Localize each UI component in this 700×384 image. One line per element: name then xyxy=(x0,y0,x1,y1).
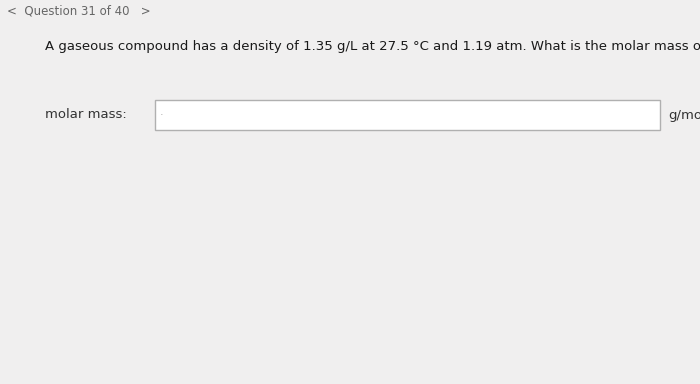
Text: <  Question 31 of 40   >: < Question 31 of 40 > xyxy=(7,5,150,18)
Text: g/mol: g/mol xyxy=(668,109,700,121)
Text: ·: · xyxy=(160,110,164,120)
Text: molar mass:: molar mass: xyxy=(45,109,127,121)
FancyBboxPatch shape xyxy=(155,100,660,130)
Text: A gaseous compound has a density of 1.35 g/L at 27.5 °C and 1.19 atm. What is th: A gaseous compound has a density of 1.35… xyxy=(45,40,700,53)
